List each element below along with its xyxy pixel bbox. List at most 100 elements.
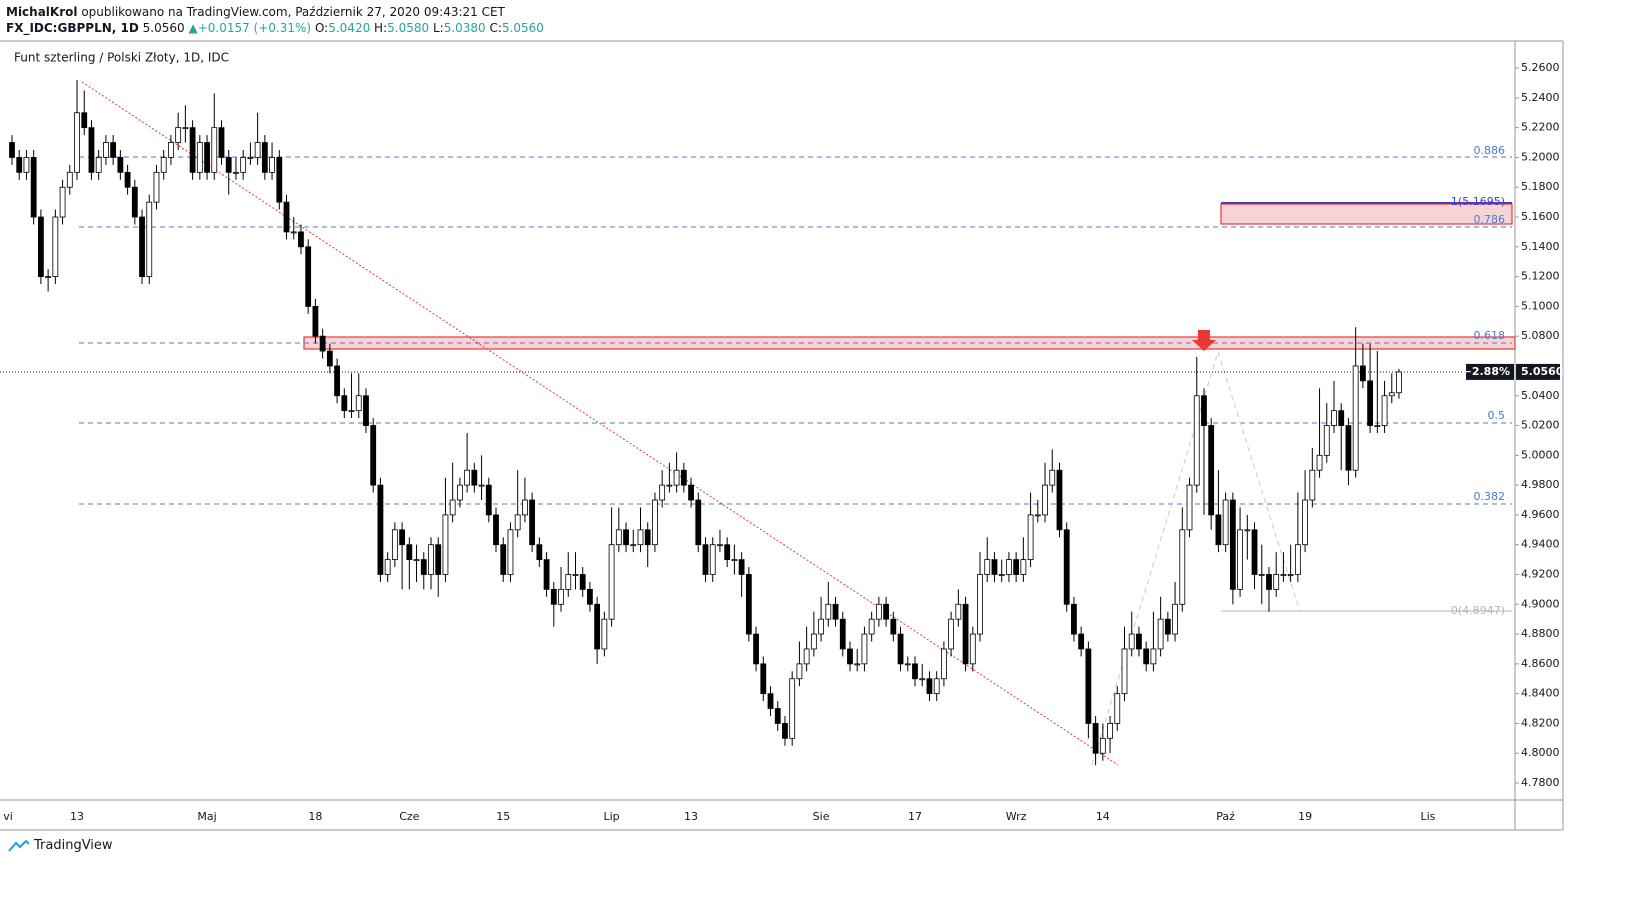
- candle-body: [558, 588, 564, 605]
- candle-body: [146, 201, 153, 277]
- candle-body: [1020, 559, 1027, 575]
- y-tick-label: 5.2000: [1521, 150, 1560, 163]
- y-tick-label: 4.9000: [1521, 597, 1560, 610]
- candle-body: [103, 142, 109, 158]
- arrow-down: [1192, 330, 1216, 351]
- candle-body: [536, 544, 543, 560]
- candle-body: [1071, 603, 1077, 635]
- candle-body: [774, 708, 781, 724]
- candle-body: [702, 544, 709, 575]
- candle-body: [59, 186, 66, 218]
- x-tick-label: Sie: [813, 810, 830, 823]
- candle-body: [1143, 648, 1150, 665]
- fib-label: 0.886: [1474, 144, 1506, 157]
- candle-body: [139, 216, 145, 277]
- candle-body: [1027, 514, 1034, 560]
- candle-body: [363, 395, 369, 426]
- candle-body: [1222, 499, 1229, 546]
- candle-body: [717, 544, 723, 547]
- y-tick-label: 4.9400: [1521, 538, 1560, 551]
- x-tick-label: 15: [496, 810, 510, 823]
- ohlc-label: H:: [374, 21, 388, 35]
- candle-body: [1121, 648, 1128, 695]
- candle-body: [673, 469, 680, 486]
- candle-body: [1331, 410, 1337, 426]
- y-tick-label: 5.2600: [1521, 61, 1560, 74]
- candle-body: [391, 529, 398, 560]
- y-tick-label: 4.8400: [1521, 687, 1560, 700]
- candle-body: [1316, 454, 1323, 471]
- candle-body: [680, 469, 687, 486]
- candle-body: [955, 603, 962, 620]
- y-tick-label: 4.8000: [1521, 746, 1560, 759]
- candle-body: [514, 514, 521, 531]
- candle-body: [724, 544, 731, 560]
- candle-body: [666, 484, 673, 487]
- x-tick-label: Lis: [1420, 810, 1435, 823]
- author: MichalKrol: [6, 5, 78, 19]
- y-tick-label: 5.2200: [1521, 121, 1560, 134]
- y-tick-label: 4.8600: [1521, 657, 1560, 670]
- chart-title: Funt szterling / Polski Złoty, 1D, IDC: [14, 51, 229, 65]
- candle-body: [225, 157, 232, 173]
- candle-body: [550, 588, 557, 605]
- candle-body: [594, 603, 601, 650]
- x-tick-label: 14: [1096, 810, 1110, 823]
- candle-body: [81, 112, 88, 129]
- logo: [8, 839, 30, 852]
- change: +0.0157 (+0.31%): [197, 21, 312, 35]
- candle-body: [810, 633, 817, 650]
- candle-body: [420, 559, 427, 575]
- candle-body: [615, 529, 622, 546]
- x-tick-label: Maj: [197, 810, 216, 823]
- x-tick-label: 13: [70, 810, 84, 823]
- candle-body: [1359, 365, 1366, 382]
- candle-body: [1193, 395, 1200, 486]
- candle-body: [659, 484, 666, 501]
- candle-body: [738, 559, 745, 575]
- candle-body: [789, 678, 796, 739]
- candle-body: [1374, 425, 1381, 427]
- candle-body: [847, 648, 853, 665]
- candle-body: [204, 142, 210, 173]
- candle-body: [803, 648, 810, 665]
- chart: Funt szterling / Polski Złoty, 1D, IDC 0…: [0, 40, 1564, 831]
- y-tick-label: 5.0800: [1521, 329, 1560, 342]
- x-tick-label: 17: [908, 810, 922, 823]
- candle-body: [326, 350, 333, 367]
- candle-body: [1215, 514, 1222, 546]
- price: 5.0560: [142, 21, 185, 35]
- fib-label: 0.618: [1474, 329, 1506, 342]
- candle-body: [261, 142, 268, 173]
- candle-body: [623, 529, 629, 546]
- candle-body: [211, 127, 218, 173]
- candle-body: [478, 484, 485, 487]
- candle-body: [1345, 425, 1352, 471]
- candle-body: [1381, 395, 1388, 426]
- candle-body: [1266, 574, 1272, 590]
- ohlc-value: 5.0380: [443, 21, 486, 35]
- candle-body: [66, 171, 73, 188]
- candle-body: [832, 603, 839, 620]
- candle-body: [406, 544, 413, 560]
- candle-body: [16, 157, 23, 173]
- candle-body: [543, 559, 550, 590]
- candle-body: [88, 127, 95, 173]
- candle-body: [1164, 618, 1171, 635]
- candle-body: [95, 157, 102, 173]
- candle-body: [601, 618, 608, 650]
- trend-line: [81, 81, 1119, 766]
- candle-body: [962, 603, 969, 665]
- candle-body: [1157, 618, 1164, 650]
- candle-body: [507, 529, 514, 575]
- price-tag: [1516, 363, 1560, 380]
- candle-body: [1056, 469, 1063, 531]
- candle-body: [745, 574, 752, 635]
- candle-body: [45, 276, 52, 278]
- x-tick-label: Lip: [604, 810, 620, 823]
- candle-body: [926, 678, 933, 695]
- candle-body: [449, 499, 456, 516]
- candle-body: [890, 618, 897, 635]
- candle-body: [305, 246, 312, 307]
